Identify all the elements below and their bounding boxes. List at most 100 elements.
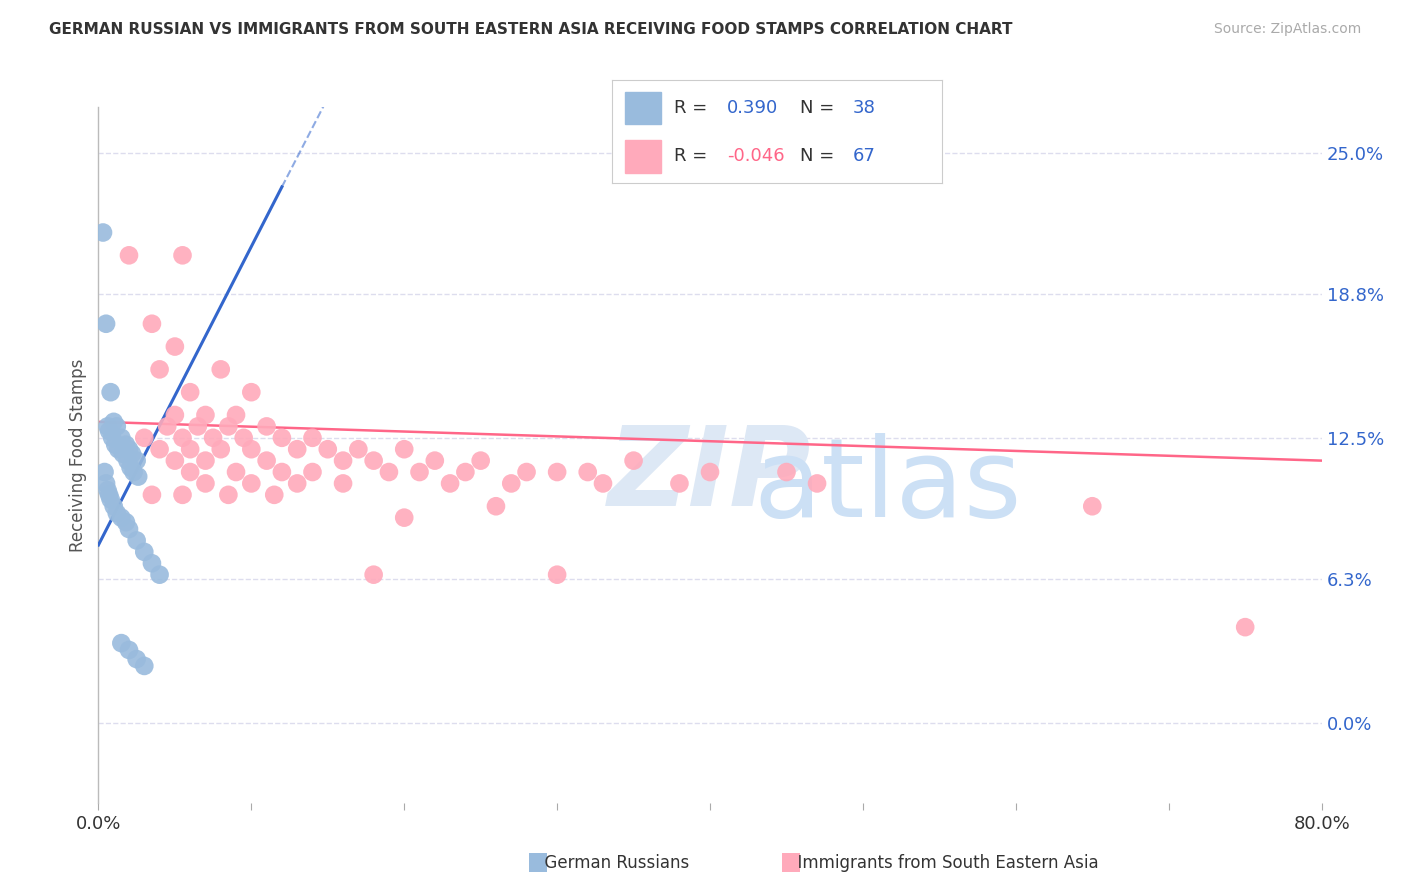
Point: [256, 419, 278, 434]
Point: [546, 465, 568, 479]
Point: [118, 248, 141, 262]
Point: [110, 510, 132, 524]
Point: [117, 453, 139, 467]
Point: [240, 442, 263, 457]
Text: R =: R =: [675, 99, 713, 117]
Point: [134, 545, 156, 559]
Point: [118, 442, 141, 457]
Point: [141, 317, 163, 331]
Text: N =: N =: [800, 147, 839, 165]
Point: [423, 453, 446, 467]
Point: [623, 453, 645, 467]
Point: [101, 431, 124, 445]
Point: [187, 419, 209, 434]
Point: [179, 385, 201, 400]
Point: [134, 659, 156, 673]
Point: [179, 442, 201, 457]
Point: [141, 556, 163, 570]
Point: [156, 419, 179, 434]
Point: [149, 567, 172, 582]
Point: [270, 431, 294, 445]
Point: [179, 465, 201, 479]
Point: [115, 437, 138, 451]
Point: [100, 385, 122, 400]
Point: [301, 465, 323, 479]
Text: N =: N =: [800, 99, 839, 117]
Point: [408, 465, 430, 479]
Point: [454, 465, 477, 479]
Text: 0.390: 0.390: [727, 99, 779, 117]
Text: 38: 38: [853, 99, 876, 117]
Point: [485, 500, 508, 514]
Point: [576, 465, 599, 479]
Point: [105, 419, 128, 434]
Point: [592, 476, 614, 491]
Point: [1081, 500, 1104, 514]
Bar: [624, 92, 661, 124]
Y-axis label: Receiving Food Stamps: Receiving Food Stamps: [69, 359, 87, 551]
Text: -0.046: -0.046: [727, 147, 785, 165]
Text: atlas: atlas: [754, 433, 1022, 540]
Point: [470, 453, 492, 467]
Point: [118, 643, 141, 657]
Point: [699, 465, 721, 479]
Point: [439, 476, 461, 491]
Point: [363, 567, 385, 582]
Point: [392, 510, 416, 524]
Point: [94, 317, 117, 331]
Point: [93, 465, 115, 479]
Point: [127, 469, 149, 483]
Point: [316, 442, 339, 457]
Point: [149, 362, 172, 376]
Point: [125, 533, 148, 548]
Text: Immigrants from South Eastern Asia: Immigrants from South Eastern Asia: [787, 855, 1099, 872]
Point: [1234, 620, 1257, 634]
Point: [546, 567, 568, 582]
Point: [392, 442, 416, 457]
Point: [94, 476, 117, 491]
Point: [91, 226, 114, 240]
Point: [115, 515, 138, 529]
Point: [103, 500, 125, 514]
Point: [172, 431, 194, 445]
Point: [107, 442, 129, 457]
Point: [378, 465, 401, 479]
Point: [256, 453, 278, 467]
Point: [98, 488, 121, 502]
Bar: [624, 140, 661, 173]
Point: [172, 488, 194, 502]
Point: [240, 385, 263, 400]
Point: [172, 248, 194, 262]
Text: GERMAN RUSSIAN VS IMMIGRANTS FROM SOUTH EASTERN ASIA RECEIVING FOOD STAMPS CORRE: GERMAN RUSSIAN VS IMMIGRANTS FROM SOUTH …: [49, 22, 1012, 37]
Point: [103, 415, 125, 429]
Point: [217, 488, 239, 502]
Point: [149, 442, 172, 457]
Point: [225, 408, 247, 422]
Point: [202, 431, 225, 445]
Point: [209, 362, 232, 376]
Point: [120, 460, 142, 475]
Point: [775, 465, 797, 479]
Point: [163, 453, 186, 467]
Point: [225, 465, 247, 479]
Point: [194, 408, 217, 422]
Point: [141, 488, 163, 502]
Point: [263, 488, 285, 502]
Point: [134, 431, 156, 445]
Point: [232, 431, 254, 445]
Point: [217, 419, 239, 434]
Point: [668, 476, 690, 491]
Point: [363, 453, 385, 467]
Point: [125, 453, 148, 467]
Point: [100, 492, 122, 507]
Point: [97, 419, 120, 434]
Point: [104, 437, 127, 451]
Point: [240, 476, 263, 491]
Point: [110, 636, 132, 650]
Point: [285, 476, 308, 491]
Text: ZIP: ZIP: [609, 422, 811, 529]
Point: [125, 652, 148, 666]
Point: [118, 522, 141, 536]
Point: [501, 476, 523, 491]
Point: [110, 431, 132, 445]
